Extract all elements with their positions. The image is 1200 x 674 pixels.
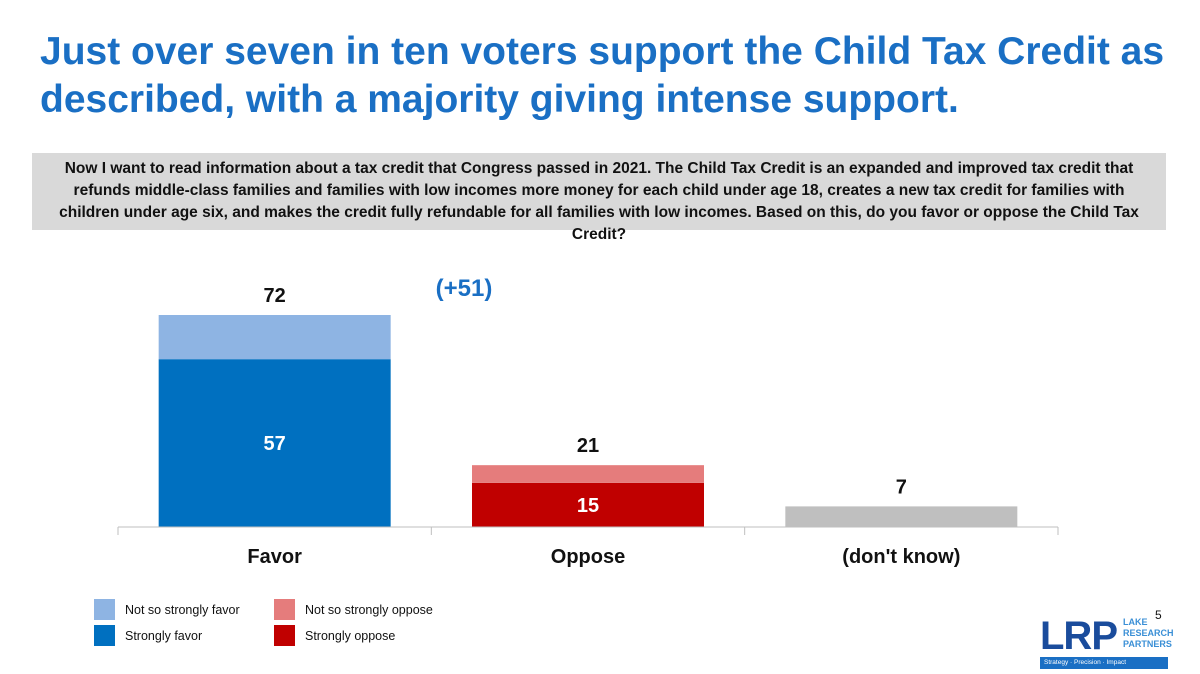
legend-not-so-strongly-oppose: Not so strongly oppose: [274, 599, 433, 620]
company-logo: LRP LAKE RESEARCH PARTNERS Strategy · Pr…: [1040, 614, 1174, 670]
category-label: Oppose: [551, 546, 625, 568]
question-box: Now I want to read information about a t…: [32, 153, 1166, 243]
logo-line: PARTNERS: [1123, 639, 1172, 649]
inner-value-label: 57: [264, 433, 286, 455]
bar-segment-not-so-strongly-favor: [158, 315, 391, 360]
logo-tagline: Strategy · Precision · Impact: [1040, 657, 1168, 669]
legend-label: Not so strongly oppose: [305, 602, 433, 617]
legend-strongly-favor: Strongly favor: [94, 625, 202, 646]
total-value-label: 21: [577, 435, 599, 457]
slide-number: 5: [1155, 608, 1162, 622]
slide-title: Just over seven in ten voters support th…: [40, 30, 1165, 121]
legend-swatch: [274, 599, 295, 620]
ticks-layer: [117, 527, 1059, 535]
legend-label: Strongly oppose: [305, 628, 396, 643]
logo-wordmark: LAKE RESEARCH PARTNERS: [1123, 617, 1174, 650]
bar-segment-strongly-favor: [158, 359, 391, 527]
bars-layer: [158, 315, 1018, 527]
legend-swatch: [94, 599, 115, 620]
total-value-label: 72: [264, 285, 286, 307]
bar-segment-not-so-strongly-oppose: [472, 465, 704, 483]
logo-line: RESEARCH: [1123, 628, 1174, 638]
logo-line: LAKE: [1123, 617, 1148, 627]
bar-segment-strongly-oppose: [472, 482, 704, 527]
category-label: Favor: [247, 546, 302, 568]
net-difference-annotation: (+51): [436, 275, 493, 302]
bar-segment-dont-know: [785, 506, 1018, 527]
legend-not-so-strongly-favor: Not so strongly favor: [94, 599, 240, 620]
inner-value-label: 15: [577, 495, 599, 517]
legend-label: Strongly favor: [125, 628, 203, 643]
legend-swatch: [94, 625, 115, 646]
logo-mark: LRP: [1040, 614, 1118, 658]
total-value-label: 7: [896, 476, 907, 498]
legend-swatch: [274, 625, 295, 646]
labels-layer: 72 57 Favor 21 15 Oppose 7 (don't know): [247, 285, 960, 568]
category-label: (don't know): [842, 546, 960, 568]
legend-label: Not so strongly favor: [125, 602, 240, 617]
legend-strongly-oppose: Strongly oppose: [274, 625, 395, 646]
